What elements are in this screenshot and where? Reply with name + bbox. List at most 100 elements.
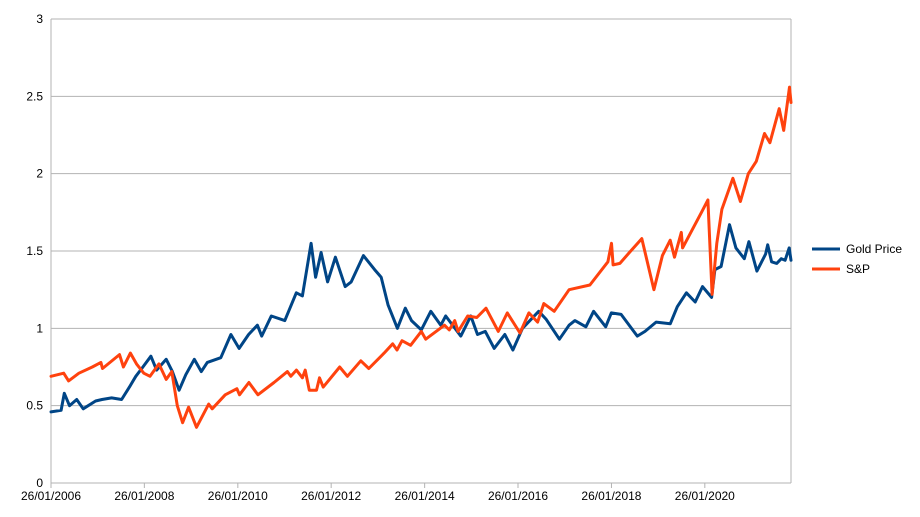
data-point bbox=[142, 366, 144, 368]
data-point bbox=[101, 398, 103, 401]
data-point bbox=[790, 259, 792, 262]
data-point bbox=[391, 343, 394, 345]
data-point bbox=[620, 313, 622, 316]
legend-label: S&P bbox=[846, 262, 870, 276]
data-point bbox=[728, 223, 731, 226]
data-point bbox=[673, 256, 676, 259]
data-point bbox=[701, 285, 704, 288]
data-point bbox=[610, 242, 613, 245]
data-point bbox=[318, 377, 321, 379]
data-point bbox=[641, 237, 643, 240]
data-point bbox=[260, 335, 263, 337]
y-tick-label: 1.5 bbox=[26, 244, 43, 258]
x-tick-label: 26/01/2014 bbox=[395, 489, 455, 503]
data-point bbox=[710, 296, 713, 299]
y-tick-label: 2.5 bbox=[26, 89, 43, 103]
data-point bbox=[149, 375, 151, 378]
data-point bbox=[743, 257, 746, 260]
data-point bbox=[607, 261, 609, 263]
data-point bbox=[493, 347, 496, 350]
data-point bbox=[158, 363, 160, 365]
data-point bbox=[457, 330, 459, 333]
data-point bbox=[661, 254, 664, 257]
data-point bbox=[619, 262, 621, 265]
data-point bbox=[770, 261, 773, 263]
data-point bbox=[248, 381, 250, 384]
data-point bbox=[181, 421, 184, 424]
data-point bbox=[310, 242, 312, 245]
x-tick-label: 26/01/2016 bbox=[488, 489, 548, 503]
data-point bbox=[301, 295, 304, 297]
data-point bbox=[206, 361, 209, 364]
data-point bbox=[568, 324, 570, 327]
x-tick-label: 26/01/2020 bbox=[675, 489, 735, 503]
data-point bbox=[748, 240, 750, 243]
data-point bbox=[185, 373, 187, 376]
data-point bbox=[655, 321, 657, 323]
data-point bbox=[326, 281, 329, 283]
data-point bbox=[628, 251, 631, 254]
data-point bbox=[101, 367, 104, 370]
data-point bbox=[128, 386, 131, 388]
data-point bbox=[63, 392, 66, 395]
data-point bbox=[301, 377, 304, 379]
data-point bbox=[230, 333, 232, 336]
x-tick-label: 26/01/2012 bbox=[301, 489, 361, 503]
data-point bbox=[187, 406, 190, 409]
data-point bbox=[344, 285, 347, 288]
data-point bbox=[315, 389, 318, 392]
data-point bbox=[236, 387, 238, 390]
data-point bbox=[476, 333, 479, 336]
data-point bbox=[396, 349, 398, 351]
data-point bbox=[404, 307, 407, 310]
data-point bbox=[694, 301, 696, 303]
data-point bbox=[387, 304, 389, 306]
data-point bbox=[610, 312, 613, 314]
data-point bbox=[755, 160, 758, 163]
data-point bbox=[165, 358, 167, 361]
data-point bbox=[506, 312, 509, 314]
data-point bbox=[644, 330, 646, 333]
data-point bbox=[176, 404, 179, 407]
data-point bbox=[135, 375, 137, 378]
x-tick-label: 26/01/2008 bbox=[114, 489, 174, 503]
data-point bbox=[716, 242, 718, 245]
data-point bbox=[195, 426, 198, 429]
data-point bbox=[707, 199, 709, 201]
data-point bbox=[110, 397, 113, 399]
data-point bbox=[440, 324, 442, 327]
series-lines bbox=[49, 85, 793, 429]
data-point bbox=[75, 398, 78, 401]
data-point bbox=[224, 394, 226, 396]
data-point bbox=[82, 408, 84, 410]
data-point bbox=[308, 389, 311, 392]
data-point bbox=[735, 247, 737, 249]
data-point bbox=[537, 310, 540, 313]
data-point bbox=[409, 344, 412, 347]
data-point bbox=[304, 369, 307, 371]
data-point bbox=[589, 284, 591, 286]
data-point bbox=[443, 324, 446, 327]
data-point bbox=[460, 335, 462, 337]
y-tick-label: 2 bbox=[36, 167, 43, 181]
data-point bbox=[669, 239, 671, 241]
data-point bbox=[368, 367, 370, 370]
data-point bbox=[424, 338, 427, 341]
data-point bbox=[68, 404, 71, 407]
data-point bbox=[519, 332, 521, 334]
data-point bbox=[100, 361, 102, 364]
gridlines bbox=[50, 18, 792, 484]
data-point bbox=[129, 352, 132, 354]
y-tick-label: 0 bbox=[36, 476, 43, 490]
data-point bbox=[284, 319, 286, 322]
data-point bbox=[685, 292, 688, 294]
data-point bbox=[346, 375, 349, 378]
data-point bbox=[94, 400, 97, 402]
y-axis-tick-labels: 0 0.5 1 1.5 2 2.5 3 bbox=[26, 12, 43, 490]
data-point bbox=[585, 326, 587, 328]
data-point bbox=[143, 372, 145, 375]
data-point bbox=[780, 257, 783, 260]
legend-label: Gold Price bbox=[846, 242, 902, 256]
data-point bbox=[476, 316, 478, 319]
